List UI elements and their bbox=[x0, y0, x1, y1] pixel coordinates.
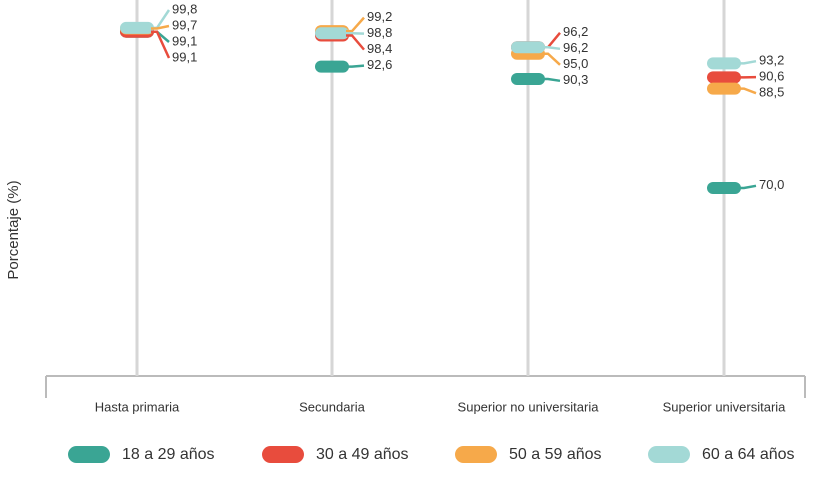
legend-label: 50 a 59 años bbox=[509, 446, 602, 463]
data-label: 95,0 bbox=[563, 56, 588, 71]
dot-marker bbox=[707, 71, 741, 84]
dot-marker bbox=[511, 41, 545, 54]
x-tick-label: Secundaria bbox=[299, 399, 366, 414]
x-tick-label: Hasta primaria bbox=[95, 399, 180, 414]
leader-line bbox=[542, 46, 561, 51]
leader-line bbox=[738, 59, 757, 65]
legend-swatch bbox=[68, 446, 110, 463]
data-label: 99,8 bbox=[172, 1, 197, 16]
legend-label: 30 a 49 años bbox=[316, 446, 409, 463]
data-label: 96,2 bbox=[563, 24, 588, 39]
leader-line bbox=[738, 184, 757, 190]
leader-line bbox=[346, 64, 365, 68]
leader-line bbox=[151, 30, 171, 59]
leader-line bbox=[738, 87, 757, 95]
data-label: 99,1 bbox=[172, 49, 197, 64]
data-label: 98,8 bbox=[367, 25, 392, 40]
leader-line bbox=[542, 52, 561, 66]
dot-marker bbox=[707, 57, 741, 70]
legend-label: 18 a 29 años bbox=[122, 446, 215, 463]
legend-swatch bbox=[648, 446, 690, 463]
legend-swatch bbox=[262, 446, 304, 463]
data-label: 90,3 bbox=[563, 72, 588, 87]
data-label: 93,2 bbox=[759, 53, 784, 68]
leader-line bbox=[346, 34, 365, 51]
legend-label: 60 a 64 años bbox=[702, 446, 795, 463]
data-label: 99,1 bbox=[172, 33, 197, 48]
dot-marker bbox=[707, 182, 741, 194]
dot-marker bbox=[707, 82, 741, 95]
data-label: 70,0 bbox=[759, 177, 784, 192]
leader-line bbox=[346, 16, 365, 33]
y-axis-label: Porcentaje (%) bbox=[5, 180, 22, 279]
dot-marker bbox=[315, 27, 349, 40]
x-tick-label: Superior no universitaria bbox=[458, 399, 600, 414]
leader-line bbox=[542, 32, 561, 49]
data-label: 99,7 bbox=[172, 17, 197, 32]
dot-marker bbox=[315, 60, 349, 73]
data-label: 90,6 bbox=[759, 69, 784, 84]
data-label: 99,2 bbox=[367, 9, 392, 24]
data-label: 96,2 bbox=[563, 40, 588, 55]
legend-swatch bbox=[455, 446, 497, 463]
leader-line bbox=[542, 77, 561, 83]
data-label: 92,6 bbox=[367, 57, 392, 72]
x-tick-label: Superior universitaria bbox=[663, 399, 787, 414]
data-label: 88,5 bbox=[759, 85, 784, 100]
dot-marker bbox=[120, 21, 154, 34]
leader-line bbox=[151, 9, 171, 30]
data-label: 98,4 bbox=[367, 41, 392, 56]
dot-marker bbox=[511, 72, 545, 85]
leader-line bbox=[151, 24, 170, 30]
